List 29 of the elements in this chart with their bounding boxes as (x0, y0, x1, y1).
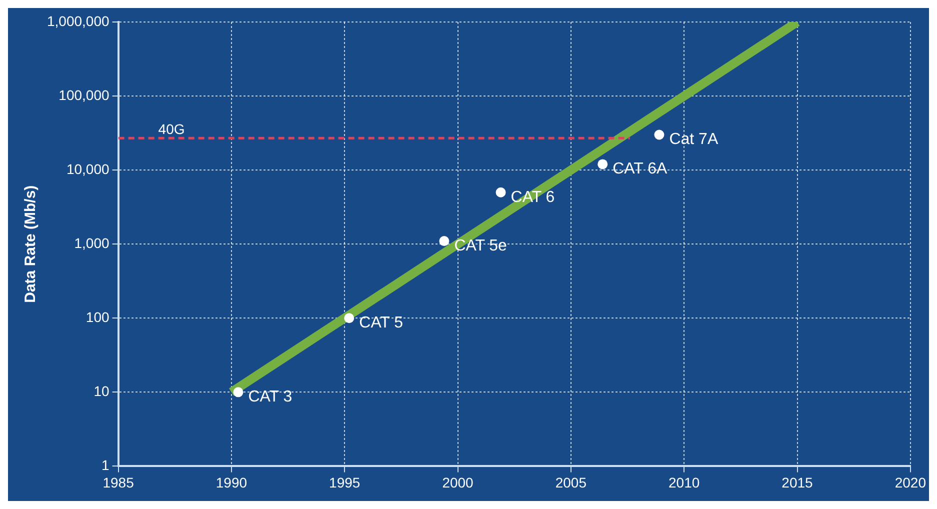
y-tick-label: 10 (94, 383, 110, 400)
x-tick-label: 2010 (668, 474, 700, 490)
point (233, 387, 244, 398)
x-tick-label: 2020 (894, 474, 926, 490)
series-label: 40G (158, 120, 185, 137)
annotation: Cat 7A (669, 131, 718, 148)
annotation: CAT 3 (248, 388, 292, 406)
point (439, 236, 450, 246)
y-tick-label: 1,000 (74, 234, 110, 251)
x-tick-label: 1990 (216, 474, 248, 490)
annotation: CAT 6A (612, 160, 668, 178)
point (598, 159, 608, 170)
y-tick-label: 10,000 (66, 160, 110, 177)
y-axis-title: Data Rate (Mb/s) (22, 185, 40, 303)
y-tick-label: 1,000,000 (46, 12, 110, 29)
y-tick-label: 1 (101, 457, 110, 474)
x-tick-label: 1985 (102, 474, 134, 490)
point (654, 130, 664, 140)
x-tick-label: 2005 (555, 474, 587, 490)
annotation: CAT 6 (510, 188, 555, 206)
y-tick-label: 100 (86, 308, 110, 325)
annotation: CAT 5 (359, 314, 404, 332)
x-tick-label: 1995 (329, 474, 360, 490)
point (344, 313, 354, 324)
x-tick-label: 2000 (442, 474, 474, 490)
y-tick-label: 100,000 (58, 86, 110, 103)
x-tick-label: 2015 (782, 474, 814, 490)
point (496, 187, 506, 198)
annotation: CAT 5e (454, 237, 508, 254)
